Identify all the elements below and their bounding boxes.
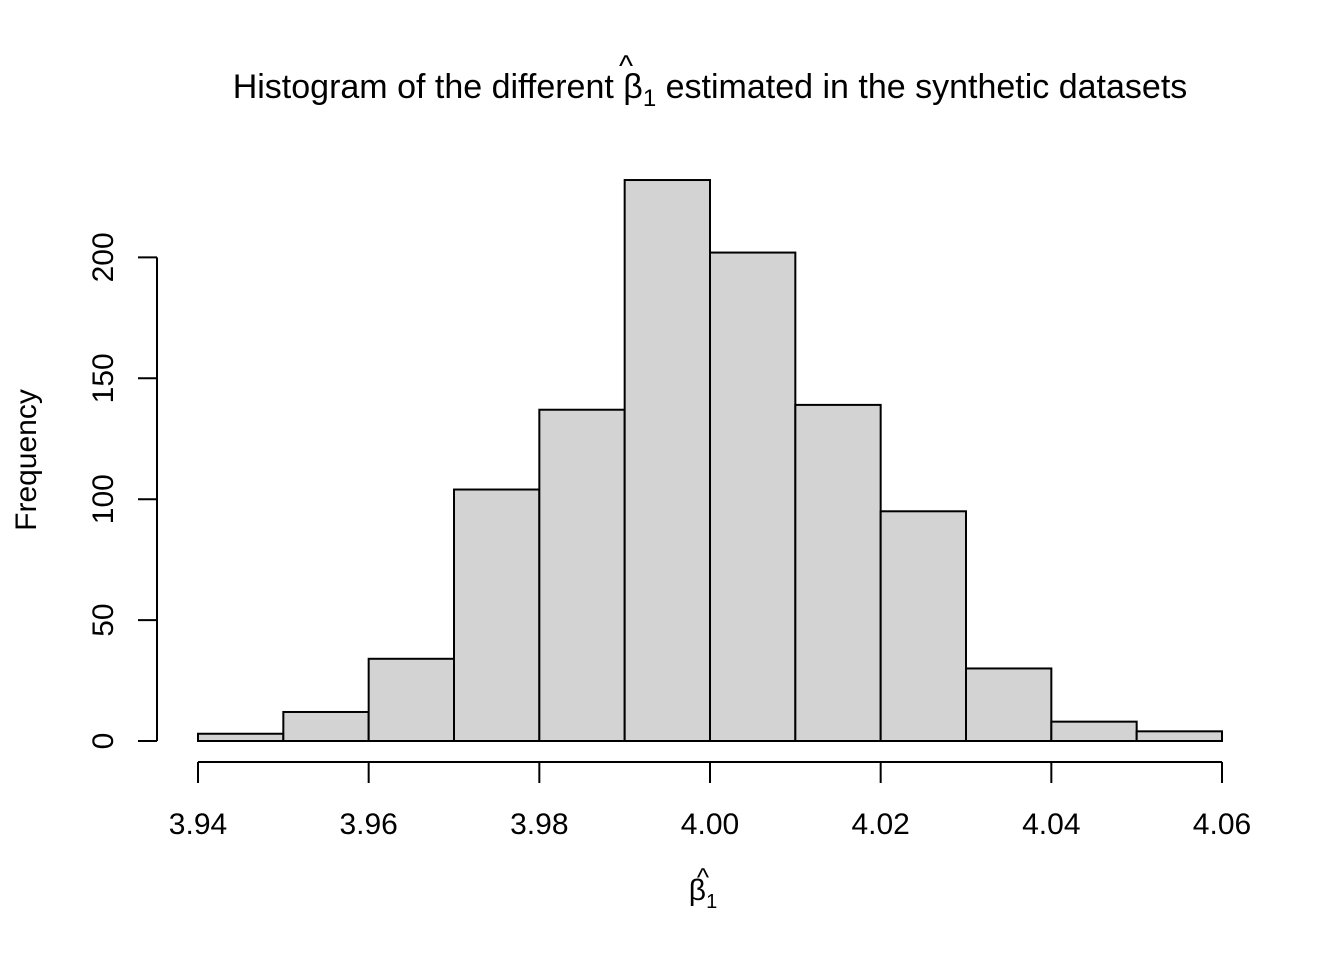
x-tick-label: 4.02: [851, 808, 909, 841]
x-axis-label: β1: [689, 874, 717, 913]
y-tick-label: 50: [87, 603, 120, 636]
histogram-bar: [623, 179, 712, 743]
y-tick-label: 0: [87, 733, 120, 750]
x-tick-label: 4.06: [1193, 808, 1251, 841]
y-tick-label: 100: [87, 474, 120, 524]
x-axis-label-beta: β: [689, 874, 706, 907]
histogram-bar: [794, 403, 882, 742]
bars-layer: [197, 179, 1223, 743]
x-tick-label: 4.04: [1022, 808, 1080, 841]
x-tick-label: 3.94: [169, 808, 227, 841]
x-tick-label: 4.00: [681, 808, 739, 841]
y-tick-label: 200: [87, 232, 120, 282]
histogram-bar: [709, 251, 797, 742]
x-axis-label-hat: ^: [697, 862, 710, 892]
histogram-bar: [538, 408, 626, 742]
chart-title-subscript: 1: [643, 85, 656, 112]
histogram-bar: [367, 657, 455, 743]
x-tick-label: 3.96: [339, 808, 397, 841]
x-axis-label-subscript: 1: [706, 891, 717, 913]
x-tick-label: 3.98: [510, 808, 568, 841]
chart-title-prefix: Histogram of the different: [233, 68, 624, 106]
histogram-bar: [879, 510, 968, 743]
chart-title-suffix: estimated in the synthetic datasets: [656, 68, 1187, 106]
histogram-bar: [197, 732, 285, 742]
chart-title-hat: ^: [619, 50, 633, 83]
histogram-bar: [1050, 720, 1138, 743]
chart-title-beta: β: [623, 68, 643, 106]
histogram-bar: [965, 667, 1053, 743]
x-axis: 3.94 3.96 3.98 4.00 4.02 4.04 4.06: [169, 761, 1251, 841]
chart-title: Histogram of the different β1 estimated …: [233, 68, 1188, 112]
histogram-bar: [453, 488, 541, 743]
y-axis: 0 50 100 150 200: [87, 232, 158, 750]
y-tick-label: 150: [87, 353, 120, 403]
y-axis-label: Frequency: [10, 389, 43, 531]
histogram-bar: [282, 710, 370, 743]
histogram-bar: [1135, 730, 1223, 743]
